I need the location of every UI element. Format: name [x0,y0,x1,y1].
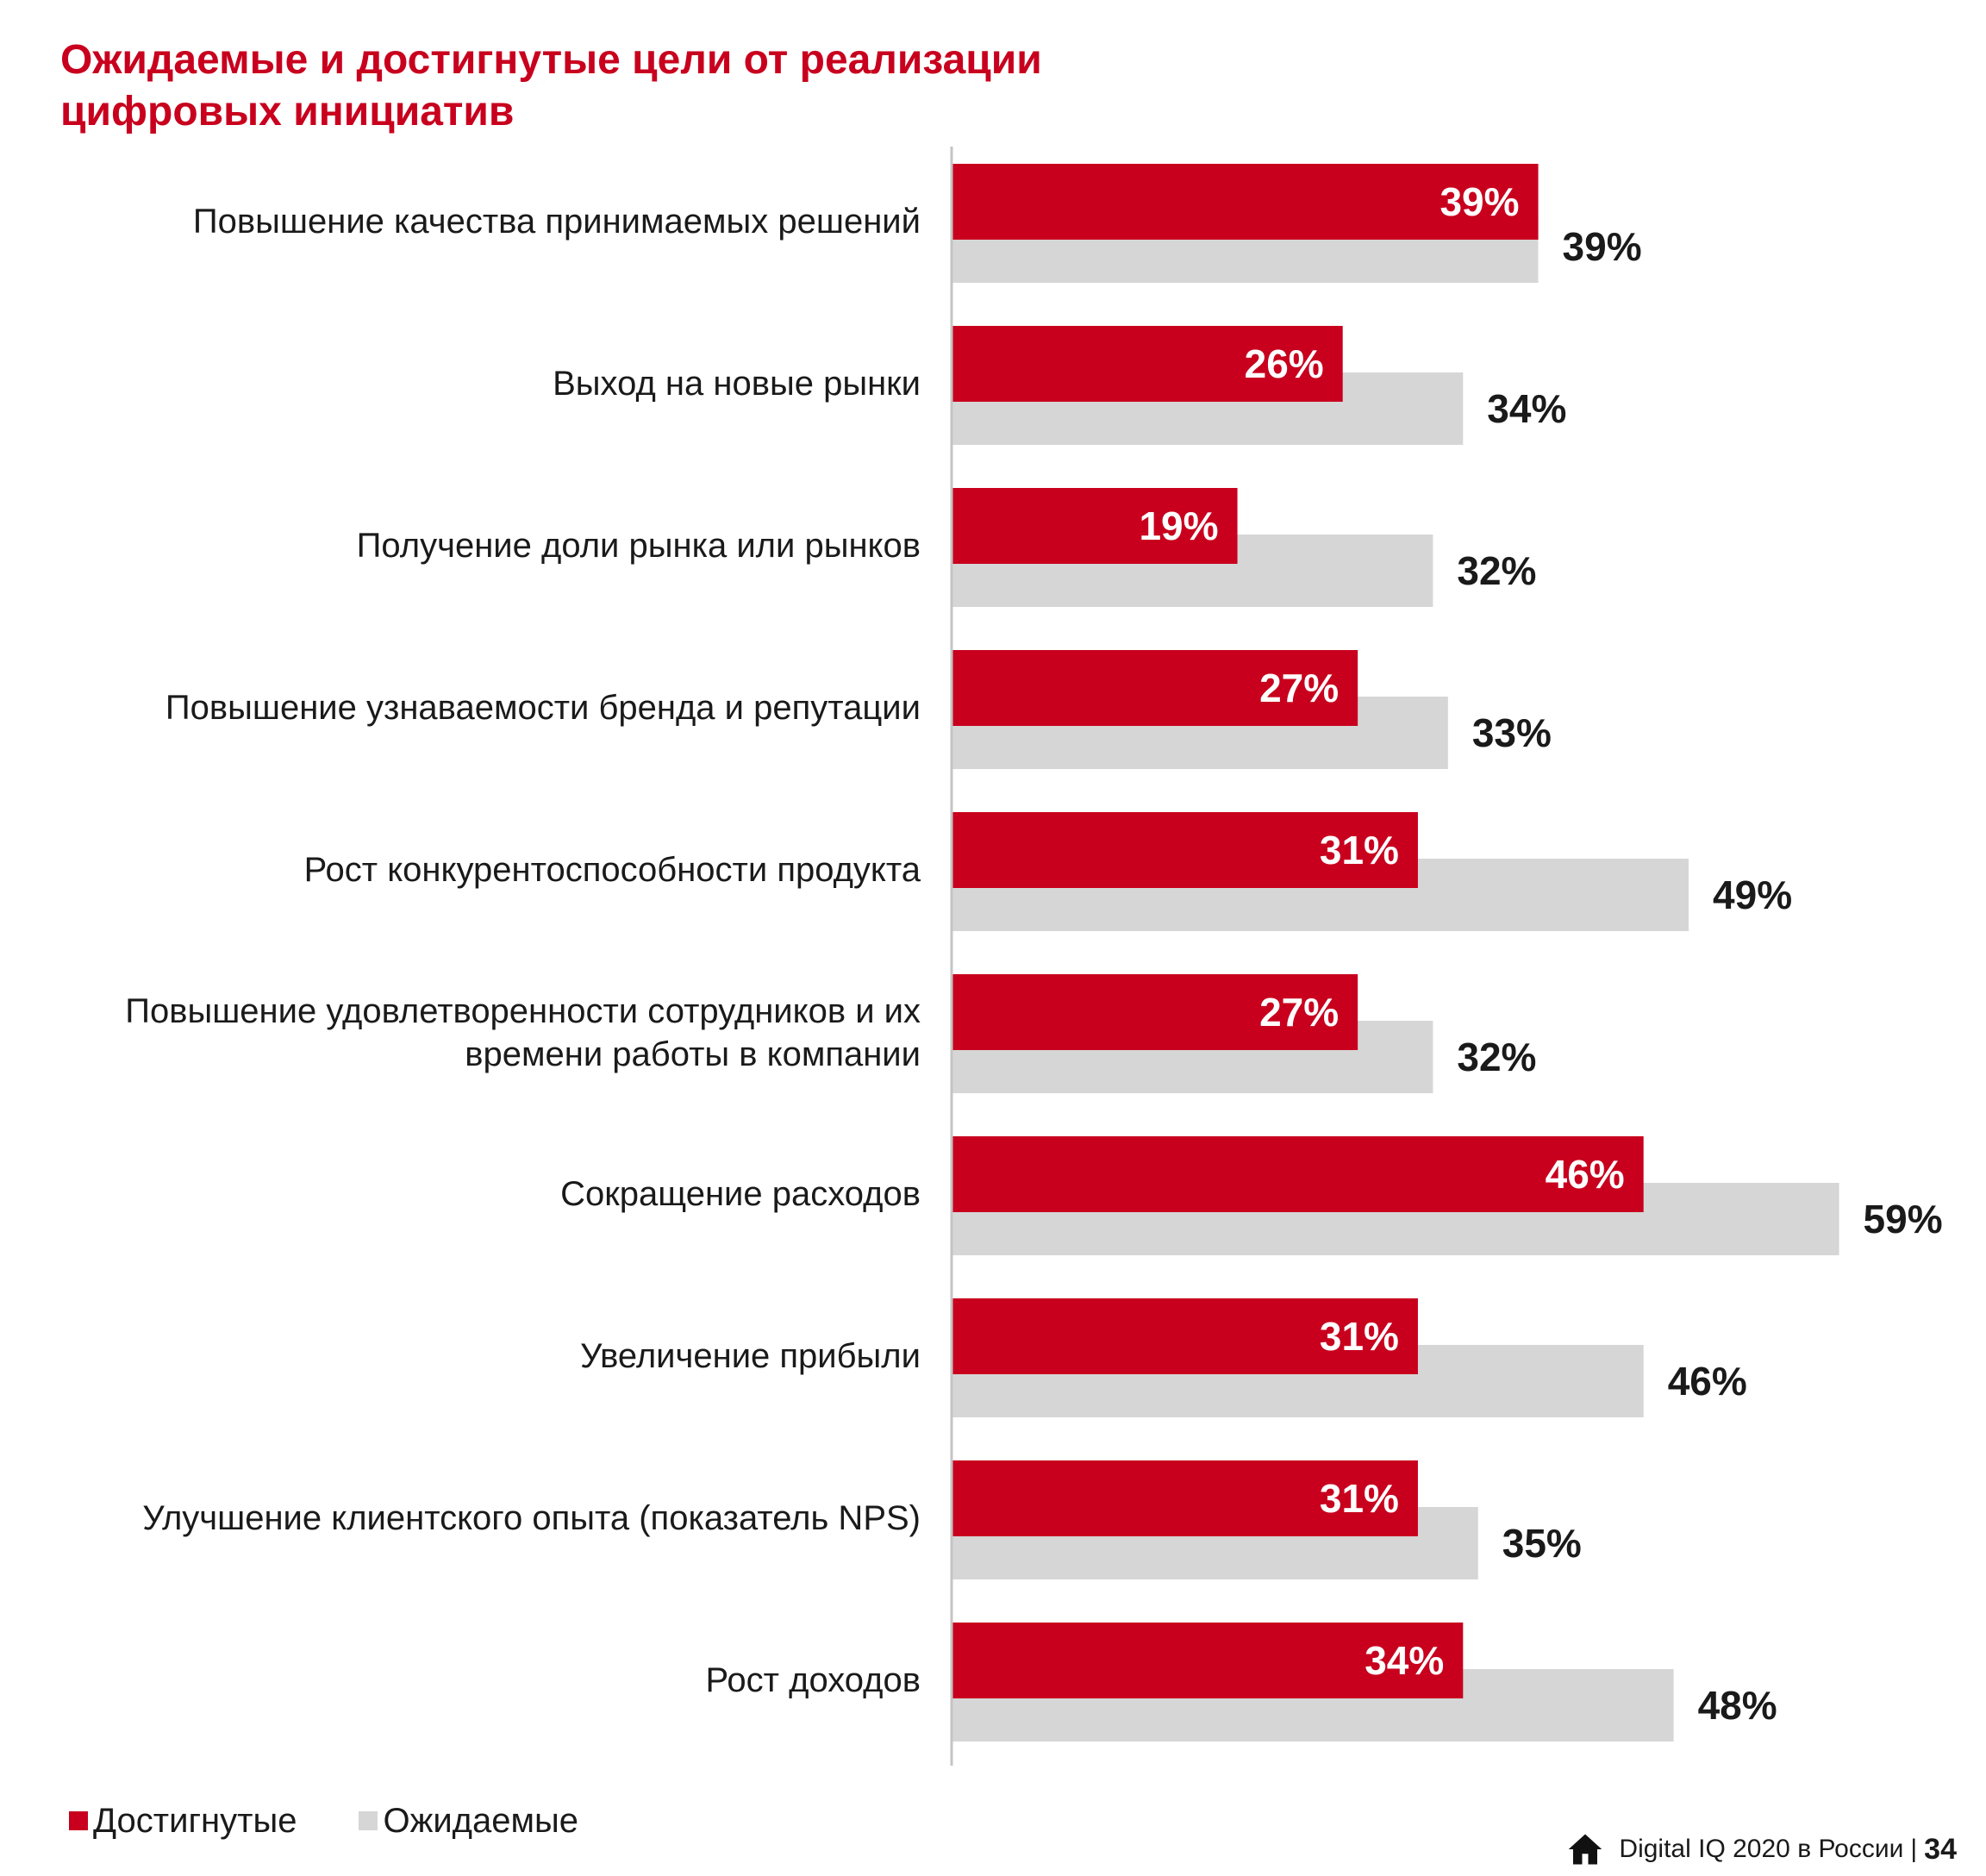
footer-text: Digital IQ 2020 в России [1619,1835,1904,1863]
bar-achieved [952,326,1343,402]
legend-item-expected: Ожидаемые [359,1802,578,1841]
bar-achieved [952,974,1358,1050]
bar-achieved [952,1623,1464,1698]
category-label-line: Выход на новые рынки [553,365,921,403]
category-label: Повышение узнаваемости бренда и репутаци… [166,689,921,727]
category-label-line: Улучшение клиентского опыта (показатель … [142,1499,921,1537]
bar-achieved [952,650,1358,726]
category-label-line: Сокращение расходов [560,1175,921,1213]
chart-legend: Достигнутые Ожидаемые [69,1797,640,1845]
legend-label-achieved: Достигнутые [93,1801,297,1840]
data-label-achieved: 27% [1259,666,1339,710]
legend-swatch-achieved [69,1811,88,1830]
bar-achieved [952,164,1539,240]
legend-swatch-expected [359,1811,378,1830]
data-label-expected: 35% [1502,1521,1582,1566]
bar-achieved [952,1298,1418,1374]
data-label-expected: 32% [1457,1035,1536,1079]
category-label: Рост доходов [706,1661,921,1699]
data-label-expected: 49% [1713,872,1792,917]
data-label-achieved: 46% [1546,1152,1625,1197]
category-label-line: Рост доходов [706,1661,921,1699]
category-label: Повышение качества принимаемых решений [193,203,921,241]
category-label: Повышение удовлетворенности сотрудников … [125,992,921,1073]
data-label-achieved: 39% [1440,179,1519,224]
page-footer: Digital IQ 2020 в России | 34 [1567,1831,1957,1867]
chart-title-line-2: цифровых инициатив [60,89,515,134]
bar-achieved [952,488,1238,564]
category-label-line: времени работы в компании [465,1035,921,1073]
category-label: Получение доли рынка или рынков [357,527,921,565]
data-label-expected: 34% [1487,386,1566,431]
data-label-achieved: 19% [1139,503,1218,548]
legend-label-expected: Ожидаемые [383,1801,578,1840]
category-label: Увеличение прибыли [580,1337,921,1375]
category-label-line: Повышение качества принимаемых решений [193,203,921,241]
data-label-achieved: 31% [1320,1314,1399,1359]
category-label: Рост конкурентоспособности продукта [304,851,921,889]
bar-achieved [952,812,1418,888]
legend-item-achieved: Достигнутые [69,1802,297,1841]
data-label-achieved: 34% [1365,1638,1444,1683]
bar-achieved [952,1136,1644,1212]
data-label-expected: 59% [1864,1197,1943,1241]
data-label-expected: 46% [1668,1359,1747,1404]
data-label-achieved: 26% [1245,341,1324,386]
chart-title-line-1: Ожидаемые и достигнутые цели от реализац… [60,37,1042,83]
home-icon[interactable] [1567,1831,1603,1867]
category-label-line: Повышение узнаваемости бренда и репутаци… [166,689,921,727]
category-label: Выход на новые рынки [553,365,921,403]
category-label: Улучшение клиентского опыта (показатель … [142,1499,921,1537]
category-label-line: Рост конкурентоспособности продукта [304,851,921,889]
bar-achieved [952,1460,1418,1536]
footer-separator: | [1910,1835,1918,1863]
data-label-expected: 33% [1472,710,1552,755]
data-label-achieved: 27% [1259,990,1339,1035]
data-label-achieved: 31% [1320,828,1399,872]
category-label-line: Повышение удовлетворенности сотрудников … [125,992,921,1030]
data-label-expected: 48% [1698,1683,1777,1728]
category-label-line: Получение доли рынка или рынков [357,527,921,565]
data-label-achieved: 31% [1320,1476,1399,1521]
category-label-line: Увеличение прибыли [580,1337,921,1375]
chart-title: Ожидаемые и достигнутые цели от реализац… [60,34,1353,138]
category-label: Сокращение расходов [560,1175,921,1213]
page-number: 34 [1924,1832,1957,1866]
data-label-expected: 39% [1563,224,1642,269]
data-label-expected: 32% [1457,548,1536,593]
